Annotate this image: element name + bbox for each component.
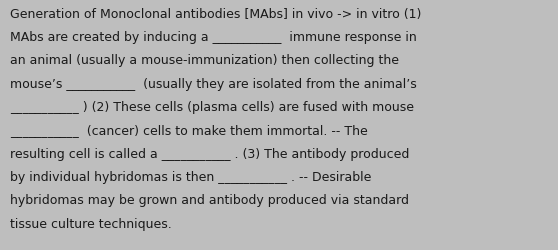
Text: mouse’s ___________  (usually they are isolated from the animal’s: mouse’s ___________ (usually they are is… [10,77,417,90]
Text: an animal (usually a mouse-immunization) then collecting the: an animal (usually a mouse-immunization)… [10,54,399,67]
Text: resulting cell is called a ___________ . (3) The antibody produced: resulting cell is called a ___________ .… [10,147,410,160]
Text: hybridomas may be grown and antibody produced via standard: hybridomas may be grown and antibody pro… [10,194,409,206]
Text: MAbs are created by inducing a ___________  immune response in: MAbs are created by inducing a _________… [10,31,417,44]
Text: by individual hybridomas is then ___________ . -- Desirable: by individual hybridomas is then _______… [10,170,372,183]
Text: Generation of Monoclonal antibodies [MAbs] in vivo -> in vitro (1): Generation of Monoclonal antibodies [MAb… [10,8,421,20]
Text: ___________  (cancer) cells to make them immortal. -- The: ___________ (cancer) cells to make them … [10,124,368,137]
Text: tissue culture techniques.: tissue culture techniques. [10,217,172,230]
Text: ___________ ) (2) These cells (plasma cells) are fused with mouse: ___________ ) (2) These cells (plasma ce… [10,100,414,114]
